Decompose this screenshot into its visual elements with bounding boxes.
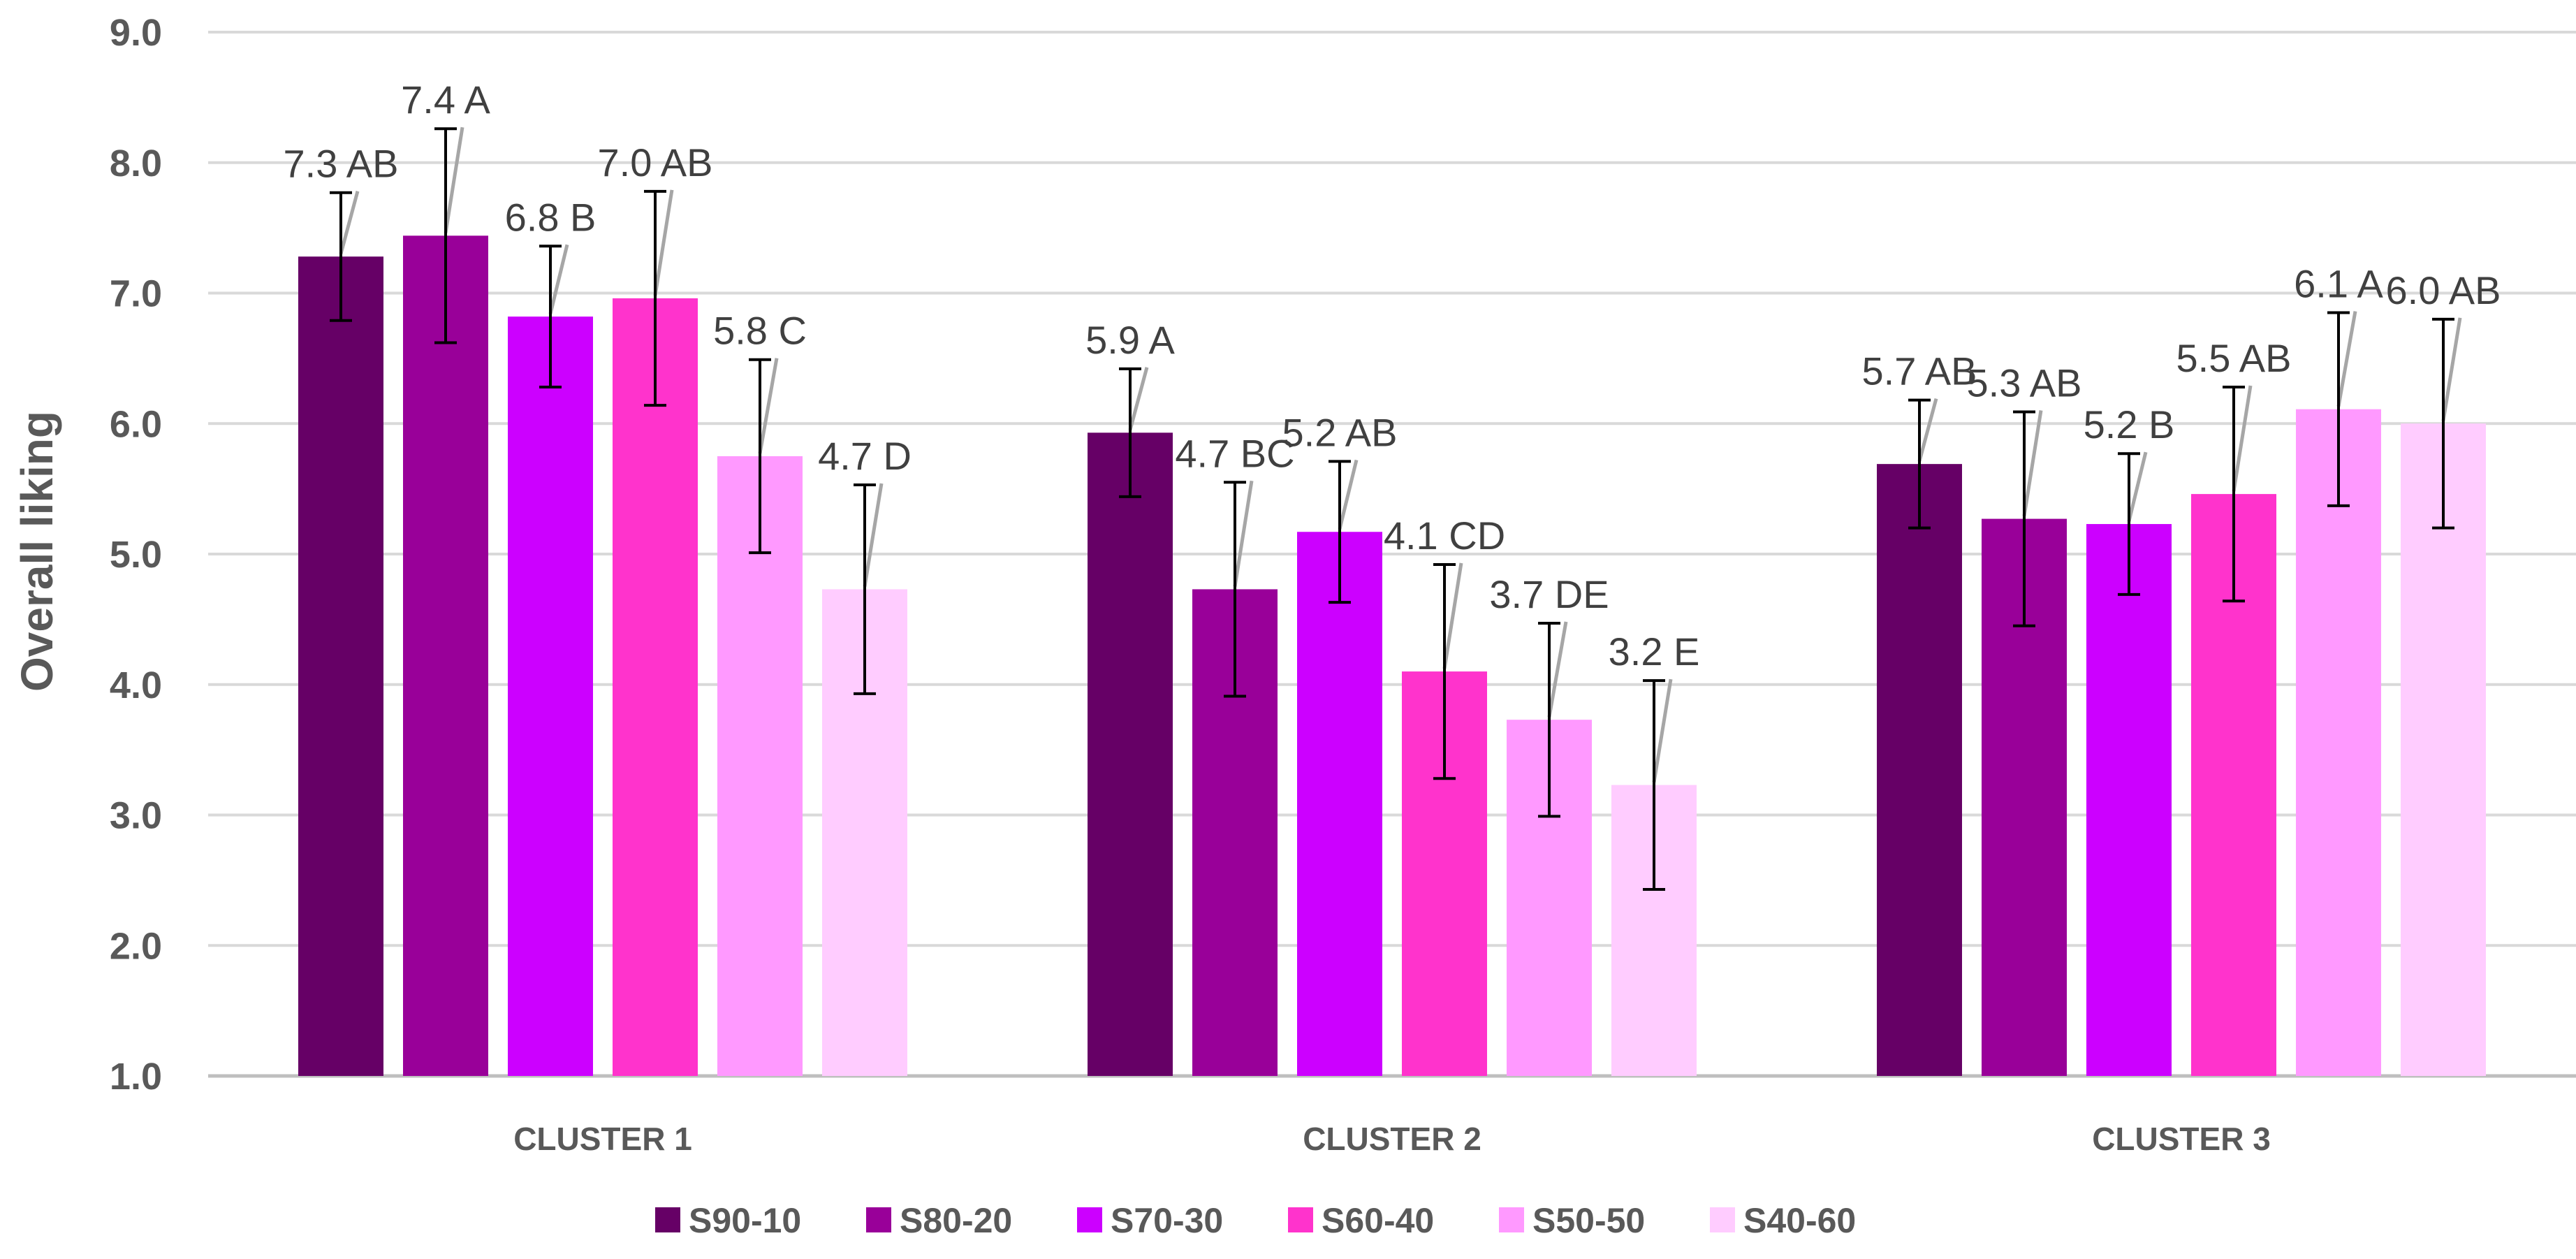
label-leader-line — [1917, 398, 1938, 462]
bar — [613, 298, 698, 1077]
label-leader-line — [1547, 621, 1568, 718]
label-leader-line — [2127, 451, 2148, 522]
legend-swatch — [1077, 1207, 1102, 1232]
data-label: 4.7 BC — [1175, 431, 1294, 475]
y-tick-label: 2.0 — [110, 925, 162, 967]
legend-label: S50-50 — [1532, 1201, 1645, 1240]
error-bars — [330, 127, 2454, 891]
legend-swatch — [1710, 1207, 1735, 1232]
legend-swatch — [1499, 1207, 1524, 1232]
bar — [2401, 423, 2486, 1076]
data-label: 5.5 AB — [2176, 336, 2291, 380]
label-leader-line — [1128, 367, 1149, 430]
data-label: 3.2 E — [1609, 630, 1700, 674]
data-label: 5.2 B — [2084, 402, 2175, 446]
bar — [717, 456, 803, 1076]
label-leader-line — [444, 126, 464, 233]
legend-label: S80-20 — [900, 1201, 1012, 1240]
y-tick-label: 3.0 — [110, 795, 162, 837]
bars — [298, 235, 2486, 1077]
data-label: 5.2 AB — [1282, 410, 1397, 454]
bar — [1297, 532, 1382, 1076]
legend-label: S60-40 — [1322, 1201, 1434, 1240]
legend-swatch — [1288, 1207, 1313, 1232]
bar — [298, 256, 383, 1077]
category-label: CLUSTER 1 — [513, 1121, 692, 1157]
legend-label: S90-10 — [689, 1201, 801, 1240]
data-label: 5.3 AB — [1966, 361, 2081, 405]
y-axis-title: Overall liking — [12, 411, 62, 692]
label-leader-line — [1233, 480, 1254, 587]
category-label: CLUSTER 2 — [1303, 1121, 1481, 1157]
bar — [1877, 464, 1962, 1076]
y-axis-ticks: 1.0 2.0 3.0 4.0 5.0 6.0 7.0 8.0 9.0 — [110, 12, 162, 1098]
category-label: CLUSTER 3 — [2092, 1121, 2271, 1157]
label-leader-line — [339, 191, 360, 254]
data-label: 6.8 B — [505, 195, 597, 239]
gridlines — [208, 31, 2576, 1078]
label-leader-line — [758, 358, 779, 454]
legend-label: S70-30 — [1111, 1201, 1223, 1240]
y-tick-label: 8.0 — [110, 143, 162, 184]
label-leader-line — [2232, 385, 2253, 492]
data-labels: 7.3 AB7.4 A 6.8 B7.0 AB 5.8 C 4.7 D 5.9 A 4.7… — [283, 78, 2501, 674]
y-tick-label: 6.0 — [110, 403, 162, 445]
bar — [508, 316, 593, 1076]
label-leader-line — [2022, 410, 2043, 516]
data-label: 5.8 C — [713, 309, 807, 353]
y-tick-label: 5.0 — [110, 534, 162, 576]
data-label: 4.7 D — [818, 434, 912, 478]
data-label: 6.1 A — [2294, 262, 2383, 306]
label-leader-line — [1442, 562, 1463, 669]
data-label: 5.9 A — [1085, 318, 1175, 362]
label-leader-line — [653, 189, 674, 296]
bar — [2296, 409, 2381, 1076]
label-leader-line — [1652, 678, 1673, 783]
x-axis-categories: CLUSTER 1 CLUSTER 2 CLUSTER 3 — [513, 1121, 2271, 1157]
bar — [403, 235, 488, 1077]
y-tick-label: 1.0 — [110, 1056, 162, 1098]
legend-swatch — [655, 1207, 680, 1232]
data-label: 6.0 AB — [2385, 268, 2501, 312]
label-leader-line — [2441, 317, 2462, 421]
bar — [1088, 432, 1173, 1076]
y-tick-label: 9.0 — [110, 12, 162, 54]
legend-label: S40-60 — [1743, 1201, 1856, 1240]
data-label: 7.0 AB — [597, 140, 712, 184]
data-label: 4.1 CD — [1384, 514, 1505, 558]
y-tick-label: 4.0 — [110, 664, 162, 706]
data-label: 7.4 A — [401, 78, 490, 122]
label-leader-line — [1338, 459, 1359, 530]
label-leader-line — [548, 244, 569, 314]
bar — [2086, 524, 2172, 1076]
label-leader-line — [863, 483, 884, 587]
label-leader-line — [2336, 311, 2357, 407]
data-label: 5.7 AB — [1861, 349, 1977, 393]
y-tick-label: 7.0 — [110, 273, 162, 315]
legend-swatch — [866, 1207, 891, 1232]
data-label: 7.3 AB — [283, 142, 398, 186]
data-label: 3.7 DE — [1489, 572, 1609, 616]
legend: S90-10 S80-20 S70-30 S60-40 S50-50 S40-60 — [655, 1201, 1856, 1240]
label-leader-lines — [339, 126, 2462, 783]
